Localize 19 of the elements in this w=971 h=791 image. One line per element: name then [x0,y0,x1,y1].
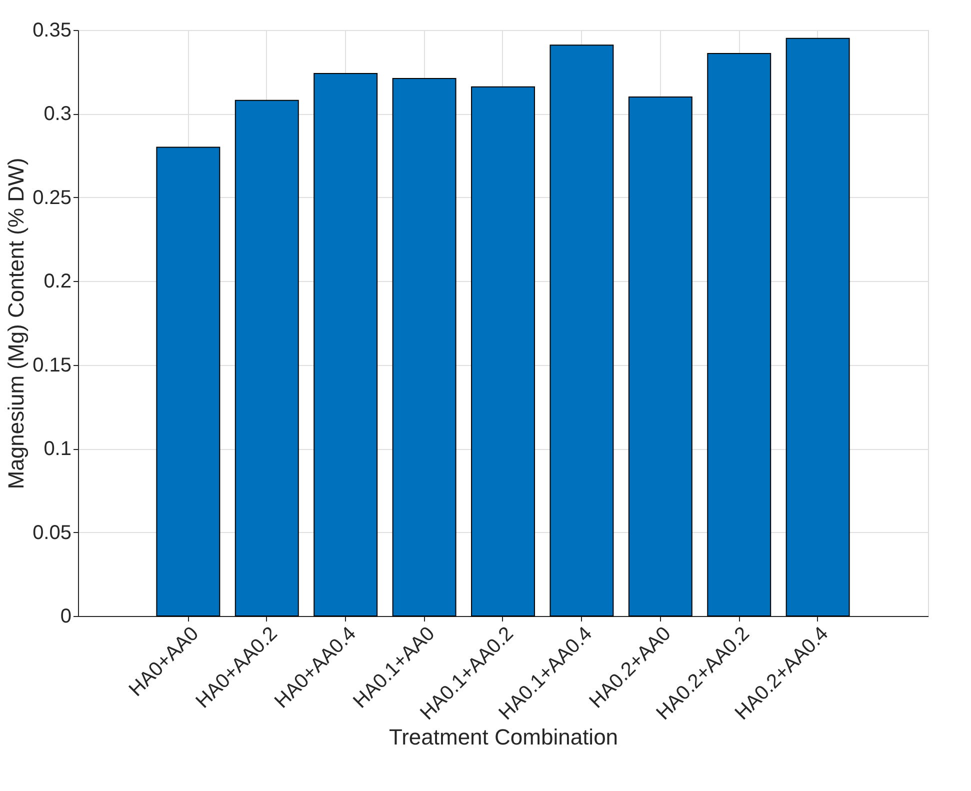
bar [392,78,456,616]
y-axis-title: Magnesium (Mg) Content (% DW) [4,158,29,490]
y-tick-label: 0.3 [44,103,72,126]
y-tick-label: 0.2 [44,270,72,293]
bar [550,44,614,616]
y-tick-label: 0.1 [44,438,72,460]
bar [471,86,535,616]
y-tick-label: 0 [60,606,72,628]
y-tick-label: 0.05 [32,522,72,544]
bar [234,100,299,616]
x-axis-title: Treatment Combination [388,724,618,750]
bar [628,96,692,616]
bar [314,73,378,616]
y-tick-label: 0.25 [32,186,72,209]
y-tick-label: 0.35 [32,20,72,42]
bar [786,38,850,616]
bar [156,146,220,616]
y-tick-label: 0.15 [32,354,72,376]
bar [707,52,772,616]
